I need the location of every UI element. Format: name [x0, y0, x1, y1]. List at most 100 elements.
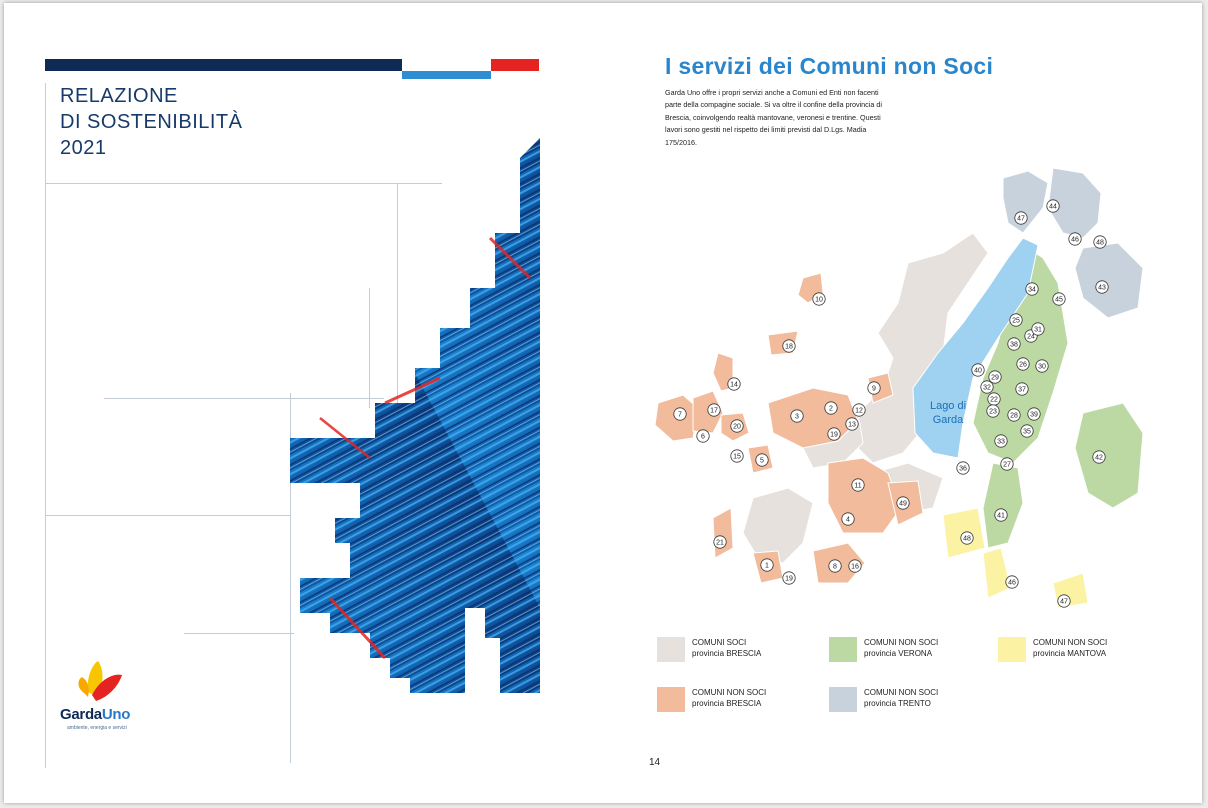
map-marker-number: 35 [1023, 429, 1031, 436]
brushstroke-artwork [290, 138, 540, 693]
map-marker-number: 7 [678, 412, 682, 419]
cover-frame-line [290, 393, 291, 763]
map-marker [845, 417, 859, 431]
map-marker [1000, 457, 1014, 471]
map-marker [960, 531, 974, 545]
map-marker [841, 512, 855, 526]
map-marker-number: 4 [846, 517, 850, 524]
logo-tagline: ambiente, energia e servizi [67, 725, 127, 731]
municipalities-map: Lago di Garda 123456789101112131415161718… [654, 167, 1144, 609]
cover-title-line: RELAZIONE [60, 85, 178, 107]
logo-wordmark: GardaUno [60, 706, 131, 723]
map-marker [730, 449, 744, 463]
map-marker [848, 559, 862, 573]
map-marker-number: 16 [851, 564, 859, 571]
map-marker [1025, 282, 1039, 296]
map-marker [956, 461, 970, 475]
map-marker-number: 9 [872, 386, 876, 393]
cover-frame-line [104, 398, 384, 399]
map-marker [994, 508, 1008, 522]
map-marker-number: 25 [1012, 318, 1020, 325]
map-marker-number: 47 [1017, 216, 1025, 223]
map-marker-number: 20 [733, 424, 741, 431]
map-marker [828, 559, 842, 573]
legend-label: COMUNI NON SOCI provincia TRENTO [864, 688, 939, 708]
cover-frame-line [45, 83, 46, 768]
cover-title-line: 2021 [60, 137, 107, 159]
lake-garda-shape [912, 237, 1039, 459]
map-marker-number: 32 [983, 385, 991, 392]
map-marker [1052, 292, 1066, 306]
map-marker-number: 23 [989, 409, 997, 416]
map-marker [1007, 337, 1021, 351]
map-marker-number: 47 [1060, 599, 1068, 606]
legend-swatch [998, 637, 1026, 662]
map-marker [1031, 322, 1045, 336]
map-marker [707, 403, 721, 417]
cover-page: RELAZIONE DI SOSTENIBILITÀ 2021 [4, 3, 603, 803]
map-marker [1095, 280, 1109, 294]
map-marker [790, 409, 804, 423]
map-marker-number: 40 [974, 368, 982, 375]
legend-label: COMUNI SOCI provincia BRESCIA [692, 638, 762, 658]
intro-paragraph: Garda Uno offre i propri servizi anche a… [665, 88, 882, 147]
map-marker [1093, 235, 1107, 249]
map-marker [1068, 232, 1082, 246]
map-marker [994, 434, 1008, 448]
cover-frame-line [45, 183, 442, 184]
map-marker-number: 28 [1010, 413, 1018, 420]
page-number: 14 [649, 757, 661, 768]
map-marker [852, 403, 866, 417]
map-marker [696, 429, 710, 443]
map-marker [1092, 450, 1106, 464]
map-marker [896, 496, 910, 510]
map-marker-number: 27 [1003, 462, 1011, 469]
map-marker-number: 42 [1095, 455, 1103, 462]
map-marker-number: 21 [716, 540, 724, 547]
map-marker-number: 41 [997, 513, 1005, 520]
map-marker-number: 14 [730, 382, 738, 389]
cover-frame-line [184, 633, 294, 634]
map-marker [782, 571, 796, 585]
map-marker-number: 19 [785, 576, 793, 583]
map-marker-number: 46 [1071, 237, 1079, 244]
lake-label: Lago di Garda [930, 400, 966, 426]
cover-title: RELAZIONE DI SOSTENIBILITÀ 2021 [60, 83, 242, 161]
legend-swatch [829, 687, 857, 712]
map-marker [1015, 382, 1029, 396]
cover-bar-navy [45, 59, 402, 71]
map-marker [1016, 357, 1030, 371]
map-marker [980, 380, 994, 394]
map-marker-number: 31 [1034, 327, 1042, 334]
cover-bar-blue [402, 71, 491, 79]
cover-bar-red [491, 59, 539, 71]
map-marker [1027, 407, 1041, 421]
map-marker [812, 292, 826, 306]
map-marker [1046, 199, 1060, 213]
map-marker-number: 30 [1038, 364, 1046, 371]
map-marker [1007, 408, 1021, 422]
map-marker-number: 38 [1010, 342, 1018, 349]
map-marker [760, 558, 774, 572]
map-marker [1035, 359, 1049, 373]
report-spread: RELAZIONE DI SOSTENIBILITÀ 2021 [4, 3, 1202, 803]
map-marker-number: 48 [963, 536, 971, 543]
map-marker-number: 1 [765, 563, 769, 570]
map-marker [727, 377, 741, 391]
map-marker [782, 339, 796, 353]
map-marker [673, 407, 687, 421]
map-page: I servizi dei Comuni non Soci Garda Uno … [603, 3, 1202, 803]
map-marker-number: 29 [991, 375, 999, 382]
map-marker-number: 48 [1096, 240, 1104, 247]
legend-swatch [657, 637, 685, 662]
map-markers: 1234567891011121314151617181919202122232… [673, 199, 1109, 608]
map-marker-number: 12 [855, 408, 863, 415]
map-marker-number: 11 [854, 483, 861, 490]
map-marker-number: 37 [1018, 387, 1026, 394]
map-marker-number: 8 [833, 564, 837, 571]
map-marker [827, 427, 841, 441]
map-marker [1057, 594, 1071, 608]
map-marker-number: 19 [830, 432, 838, 439]
map-marker-number: 13 [848, 422, 856, 429]
cover-title-line: DI SOSTENIBILITÀ [60, 111, 243, 133]
